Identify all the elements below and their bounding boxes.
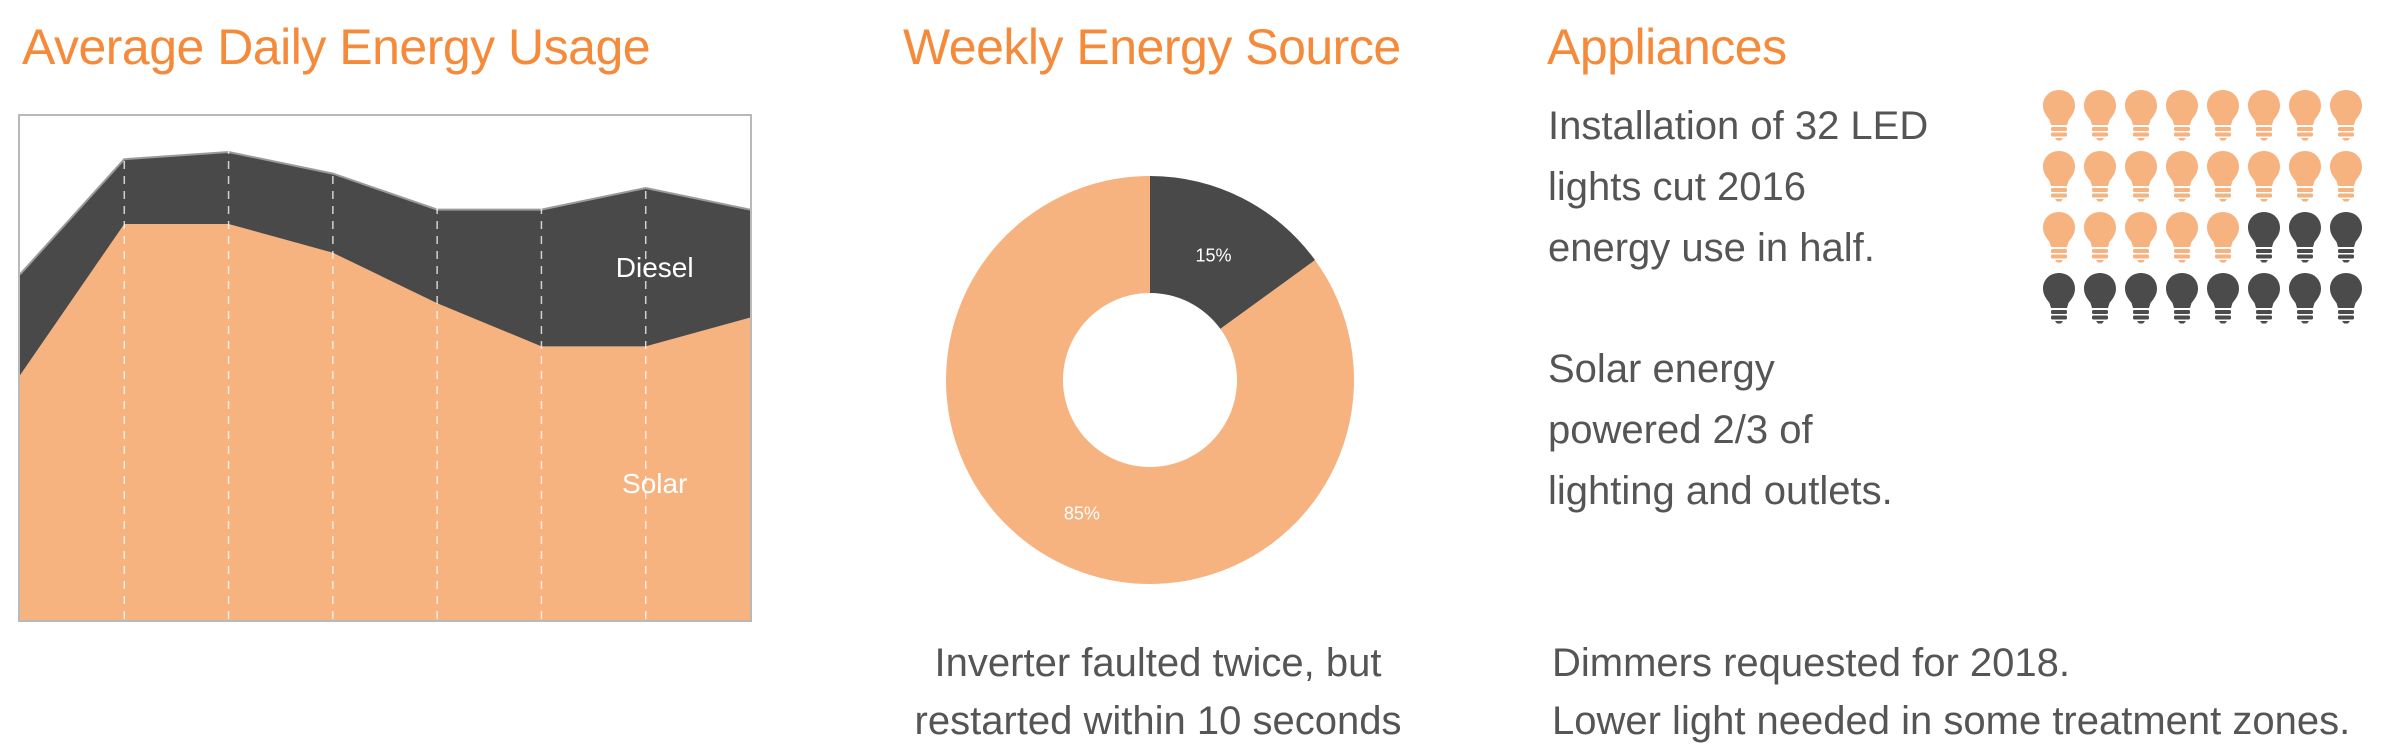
lightbulb-icon	[2079, 206, 2120, 267]
lightbulb-icon	[2325, 267, 2366, 328]
dimmers-line-1: Dimmers requested for 2018.	[1552, 641, 2071, 685]
appliances-line-2: lights cut 2016	[1548, 165, 1806, 209]
appliances-line-1: Installation of 32 LED	[1548, 104, 1929, 148]
inverter-line-2: restarted within 10 seconds	[914, 699, 1402, 743]
lightbulb-icon	[2079, 267, 2120, 328]
usage-area-chart: Diesel Solar	[18, 114, 752, 622]
appliances-caption: Installation of 32 LED lights cut 2016 e…	[1548, 96, 1928, 279]
lightbulb-icon	[2161, 84, 2202, 145]
lightbulb-icon	[2202, 267, 2243, 328]
inverter-line-1: Inverter faulted twice, but	[934, 641, 1382, 685]
lightbulb-icon	[2243, 267, 2284, 328]
lightbulb-icon	[2079, 145, 2120, 206]
diesel-label: Diesel	[616, 252, 694, 283]
lightbulb-icon	[2161, 145, 2202, 206]
source-donut-chart: 15% 85%	[940, 165, 1360, 595]
appliances-title: Appliances	[1547, 19, 1787, 75]
lightbulb-grid	[2038, 84, 2368, 384]
lightbulb-icon	[2038, 145, 2079, 206]
lightbulb-icon	[2038, 267, 2079, 328]
lightbulb-icon	[2284, 206, 2325, 267]
usage-area-svg: Diesel Solar	[20, 116, 750, 620]
lightbulb-icon	[2161, 206, 2202, 267]
usage-title: Average Daily Energy Usage	[22, 19, 651, 75]
dimmers-caption: Dimmers requested for 2018. Lower light …	[1552, 634, 2350, 750]
donut-label-2: 85%	[1064, 504, 1100, 524]
lightbulb-icon	[2325, 84, 2366, 145]
appliances-line-3: energy use in half.	[1548, 226, 1875, 270]
source-donut-svg: 15% 85%	[946, 176, 1354, 584]
lightbulb-icon	[2202, 145, 2243, 206]
lightbulb-icon	[2284, 267, 2325, 328]
donut-slice-1	[1150, 176, 1316, 329]
diesel-area	[20, 152, 750, 376]
lightbulb-icon	[2120, 84, 2161, 145]
lightbulb-icon	[2243, 206, 2284, 267]
lightbulb-icon	[2243, 145, 2284, 206]
lightbulb-icon	[2243, 84, 2284, 145]
lightbulb-icon	[2161, 267, 2202, 328]
dimmers-line-2: Lower light needed in some treatment zon…	[1552, 699, 2351, 743]
solar-area	[20, 224, 750, 620]
lightbulb-icon	[2079, 84, 2120, 145]
appliances-line-6: lighting and outlets.	[1548, 469, 1893, 513]
lightbulb-icon	[2120, 267, 2161, 328]
appliances-line-4: Solar energy	[1548, 347, 1775, 391]
source-title: Weekly Energy Source	[903, 19, 1401, 75]
donut-label-1: 15%	[1196, 245, 1232, 265]
lightbulb-icon	[2120, 145, 2161, 206]
lightbulb-icon	[2202, 84, 2243, 145]
solar-label: Solar	[622, 468, 687, 499]
donut-slice-2	[946, 176, 1354, 584]
appliances-line-5: powered 2/3 of	[1548, 408, 1813, 452]
lightbulb-icon	[2038, 206, 2079, 267]
lightbulb-icon	[2284, 145, 2325, 206]
lightbulb-icon	[2325, 145, 2366, 206]
lightbulb-icon	[2120, 206, 2161, 267]
lightbulb-icon	[2038, 84, 2079, 145]
inverter-caption: Inverter faulted twice, but restarted wi…	[868, 634, 1448, 750]
lightbulb-icon	[2284, 84, 2325, 145]
solar-caption: Solar energy powered 2/3 of lighting and…	[1548, 339, 1893, 522]
lightbulb-icon	[2202, 206, 2243, 267]
lightbulb-icon	[2325, 206, 2366, 267]
diesel-top-line	[20, 150, 750, 276]
